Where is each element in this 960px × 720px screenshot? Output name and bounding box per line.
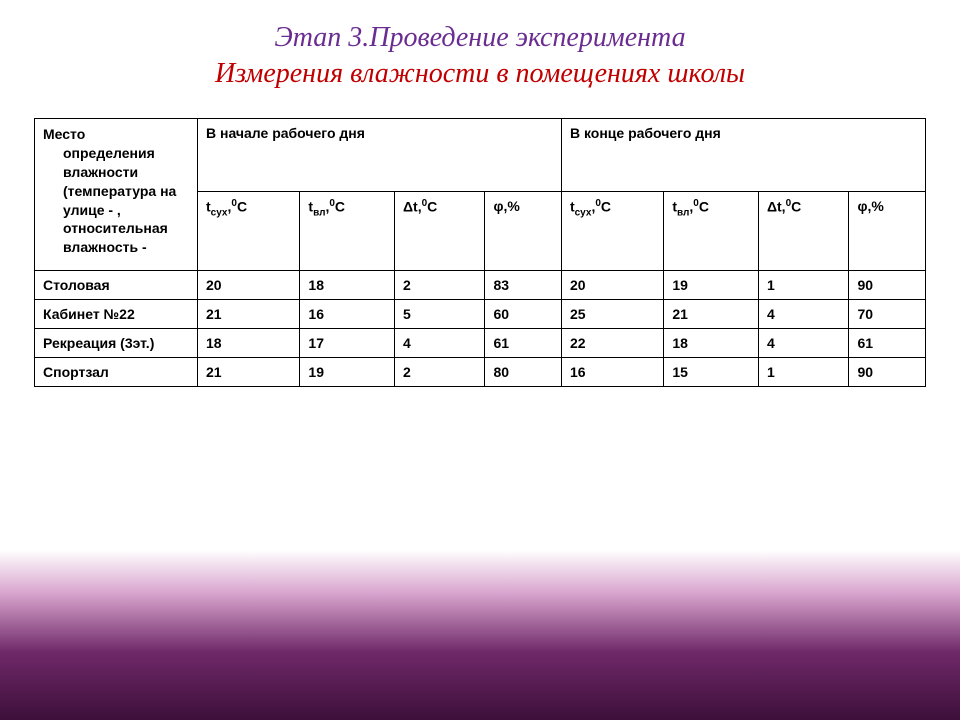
cell: 25: [561, 300, 663, 329]
col-header-start: В начале рабочего дня: [198, 119, 562, 192]
cell: 18: [198, 329, 300, 358]
table-row: Кабинет №22 21 16 5 60 25 21 4 70: [35, 300, 926, 329]
cell: 15: [664, 358, 759, 387]
cell: 90: [849, 358, 926, 387]
cell: 18: [300, 271, 395, 300]
cell: 5: [394, 300, 485, 329]
cell: 61: [485, 329, 561, 358]
cell: 4: [758, 329, 849, 358]
table-row: Столовая 20 18 2 83 20 19 1 90: [35, 271, 926, 300]
cell: 21: [198, 300, 300, 329]
col-header-end: В конце рабочего дня: [561, 119, 925, 192]
cell: 61: [849, 329, 926, 358]
cell: 17: [300, 329, 395, 358]
cell: 60: [485, 300, 561, 329]
humidity-table: Место определения влажности (температура…: [34, 118, 926, 387]
row-label: Столовая: [35, 271, 198, 300]
col-phi-end: φ,%: [849, 192, 926, 271]
cell: 2: [394, 358, 485, 387]
col-t-wet-end: tвл,0С: [664, 192, 759, 271]
cell: 16: [561, 358, 663, 387]
cell: 4: [394, 329, 485, 358]
footer-gradient: [0, 550, 960, 720]
col-t-wet-start: tвл,0С: [300, 192, 395, 271]
col-t-dry-start: tсух,0С: [198, 192, 300, 271]
row-label: Кабинет №22: [35, 300, 198, 329]
cell: 2: [394, 271, 485, 300]
place-rest: определения влажности (температура на ул…: [43, 144, 189, 257]
cell: 18: [664, 329, 759, 358]
cell: 80: [485, 358, 561, 387]
cell: 16: [300, 300, 395, 329]
title-block: Этап 3.Проведение эксперимента Измерения…: [0, 22, 960, 90]
table-header-row-1: Место определения влажности (температура…: [35, 119, 926, 192]
cell: 70: [849, 300, 926, 329]
table-row: Спортзал 21 19 2 80 16 15 1 90: [35, 358, 926, 387]
cell: 4: [758, 300, 849, 329]
table-row: Рекреация (3эт.) 18 17 4 61 22 18 4 61: [35, 329, 926, 358]
place-word1: Место: [43, 126, 85, 142]
cell: 1: [758, 271, 849, 300]
cell: 90: [849, 271, 926, 300]
row-label: Спортзал: [35, 358, 198, 387]
col-header-place: Место определения влажности (температура…: [35, 119, 198, 271]
humidity-table-wrap: Место определения влажности (температура…: [34, 118, 926, 387]
cell: 20: [561, 271, 663, 300]
cell: 83: [485, 271, 561, 300]
col-dt-end: Δt,0С: [758, 192, 849, 271]
cell: 21: [664, 300, 759, 329]
col-dt-start: Δt,0С: [394, 192, 485, 271]
slide: Этап 3.Проведение эксперимента Измерения…: [0, 0, 960, 720]
col-t-dry-end: tсух,0С: [561, 192, 663, 271]
row-label: Рекреация (3эт.): [35, 329, 198, 358]
cell: 22: [561, 329, 663, 358]
title-line-1: Этап 3.Проведение эксперимента: [0, 22, 960, 54]
cell: 1: [758, 358, 849, 387]
title-line-2: Измерения влажности в помещениях школы: [0, 58, 960, 90]
cell: 21: [198, 358, 300, 387]
cell: 19: [664, 271, 759, 300]
cell: 19: [300, 358, 395, 387]
col-phi-start: φ,%: [485, 192, 561, 271]
cell: 20: [198, 271, 300, 300]
